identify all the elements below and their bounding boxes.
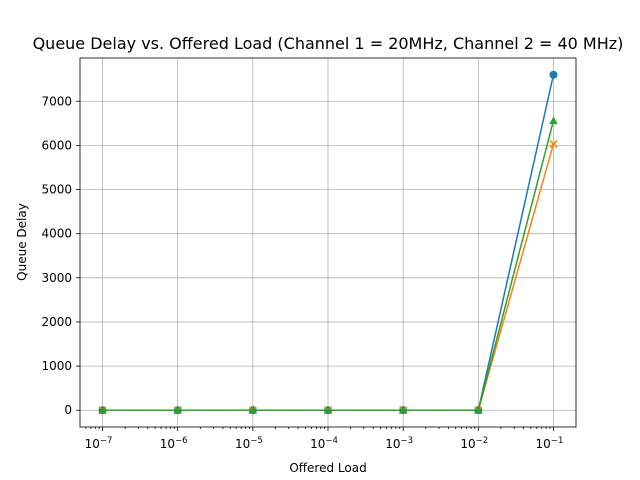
y-tick-label: 4000 <box>41 227 72 241</box>
y-axis-label: Queue Delay <box>15 203 29 281</box>
data-point <box>549 70 558 79</box>
y-tick-label: 3000 <box>41 271 72 285</box>
data-point <box>549 116 558 125</box>
data-point <box>549 140 558 149</box>
x-tick-label: 10−6 <box>160 436 188 451</box>
x-tick-label: 10−3 <box>385 436 413 451</box>
y-tick-label: 6000 <box>41 138 72 152</box>
axis-ticks: 10−7 10−6 10−5 10−4 10−3 10−2 10−1 0 1000 2000 300… <box>41 94 563 451</box>
x-tick-label: 10−2 <box>460 436 488 451</box>
x-tick-label: 10−5 <box>235 436 263 451</box>
data-point <box>474 406 483 414</box>
y-tick-label: 5000 <box>41 183 72 197</box>
y-tick-label: 0 <box>64 403 72 417</box>
data-point <box>98 406 107 414</box>
data-point <box>248 406 258 414</box>
data-point <box>173 406 182 414</box>
x-tick-label: 10−7 <box>85 436 113 451</box>
y-tick-label: 2000 <box>41 315 72 329</box>
grid-lines <box>80 58 576 427</box>
series-group <box>98 116 558 414</box>
data-point <box>323 406 333 414</box>
x-axis-label: Offered Load <box>289 461 366 475</box>
plot-series <box>98 70 558 415</box>
x-tick-label: 10−1 <box>536 436 564 451</box>
y-tick-label: 1000 <box>41 359 72 373</box>
x-tick-label: 10−4 <box>310 436 338 451</box>
data-point <box>398 406 408 414</box>
y-tick-label: 7000 <box>41 94 72 108</box>
chart-title: Queue Delay vs. Offered Load (Channel 1 … <box>33 34 624 53</box>
